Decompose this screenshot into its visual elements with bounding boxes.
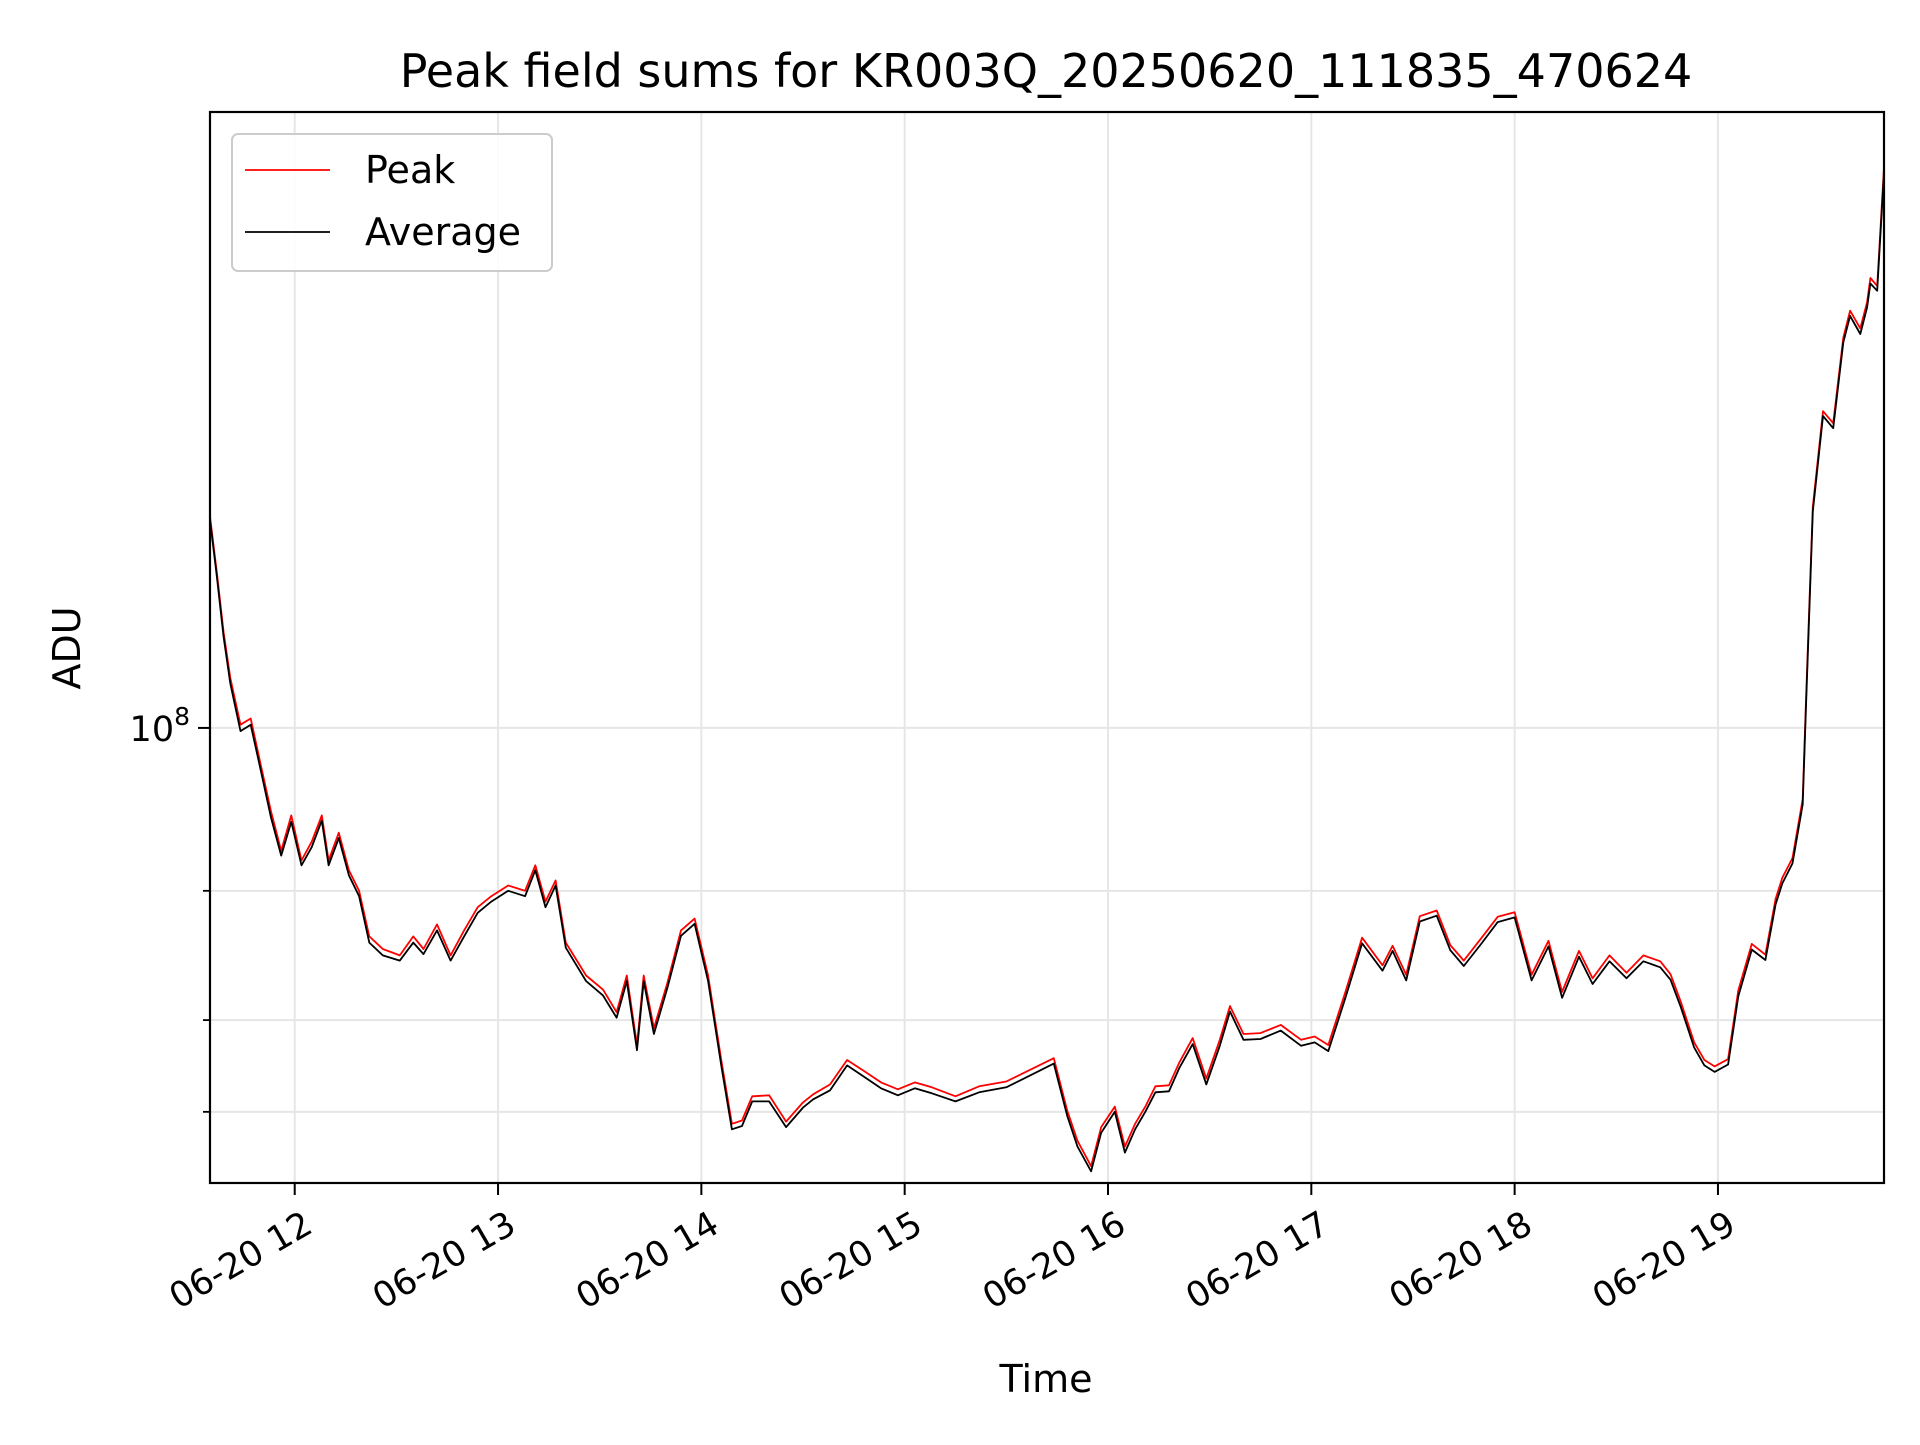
grid-lines — [210, 112, 1884, 1183]
legend: Peak Average — [231, 133, 553, 272]
legend-label-average: Average — [365, 210, 521, 254]
series-line-average — [210, 172, 1884, 1173]
chart-title: Peak field sums for KR003Q_20250620_1118… — [400, 44, 1693, 98]
legend-label-peak: Peak — [365, 148, 455, 192]
y-axis-label: ADU — [45, 606, 89, 689]
y-tick-label: 108 — [130, 702, 190, 750]
x-axis-label: Time — [999, 1357, 1093, 1401]
legend-box — [231, 133, 553, 272]
series-line-peak — [210, 167, 1884, 1168]
plot-frame — [208, 110, 1886, 1185]
series-layer — [210, 167, 1884, 1173]
